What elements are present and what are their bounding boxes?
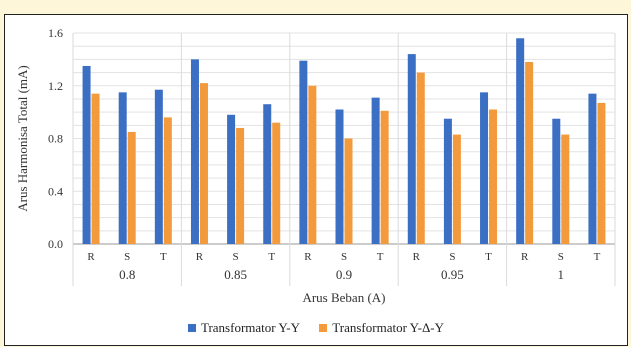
y-tick-label: 1.6 [48,26,63,40]
phase-label: S [558,251,564,263]
chart-frame: 0.0 0.4 0.8 1.2 1.6 Arus Harmonisa Total (mA)… [4,14,628,346]
phase-label: R [413,251,421,263]
bar-series-1 [371,97,380,245]
y-axis-title: Arus Harmonisa Total (mA) [15,65,30,212]
legend-label-series-1: Transformator Y-Y [200,320,301,335]
group-label: 0.8 [119,267,135,282]
bar-series-2 [452,134,461,244]
group-label: 0.95 [441,267,464,282]
bar-series-1 [480,92,489,244]
bar-series-2 [308,85,317,244]
phase-label: T [377,251,384,263]
group-label: 0.9 [336,267,352,282]
legend-item-series-2: Transformator Y-Δ-Y [319,320,444,336]
phase-label: R [196,251,204,263]
bar-series-2 [91,93,100,244]
bar-series-1 [443,118,452,244]
bar-series-1 [190,59,199,244]
x-axis-title: Arus Beban (A) [302,290,385,305]
phase-label: T [485,251,492,263]
phase-label: S [233,251,239,263]
bar-series-1 [407,54,416,244]
bar-series-2 [489,109,498,244]
legend: Transformator Y-Y Transformator Y-Δ-Y [5,320,627,336]
bar-series-2 [344,138,353,244]
group-label: 0.85 [224,267,247,282]
y-tick-label: 1.2 [48,79,63,93]
bar-series-1 [154,89,163,244]
legend-label-series-2: Transformator Y-Δ-Y [332,320,445,335]
phase-label: S [449,251,455,263]
bar-series-2 [272,122,281,244]
y-tick-label: 0.8 [48,132,63,146]
phase-label: T [160,251,167,263]
bar-series-2 [163,117,172,244]
bar-series-1 [335,109,344,244]
legend-swatch-series-1 [187,324,196,332]
phase-label: R [521,251,529,263]
phase-label: R [304,251,312,263]
bar-series-2 [127,131,136,244]
bar-series-2 [236,127,245,244]
bar-series-1 [516,38,525,245]
phase-label: S [341,251,347,263]
bar-series-1 [227,114,236,244]
legend-swatch-series-2 [319,324,328,332]
phase-label: T [594,251,601,263]
bar-series-1 [82,65,91,244]
bar-series-2 [199,83,208,244]
phase-label: T [268,251,275,263]
phase-label: R [87,251,95,263]
bar-series-2 [597,102,606,244]
bar-series-1 [588,93,597,244]
y-tick-label: 0.0 [48,237,63,251]
phase-label: S [124,251,130,263]
legend-item-series-1: Transformator Y-Y [187,320,301,336]
bar-series-2 [525,62,534,245]
bar-chart: 0.0 0.4 0.8 1.2 1.6 Arus Harmonisa Total (mA)… [15,26,616,305]
bar-series-2 [416,72,425,244]
bar-series-1 [552,118,561,244]
y-tick-label: 0.4 [48,184,63,198]
group-label: 1 [558,267,565,282]
bar-series-1 [118,92,127,244]
bar-series-1 [299,60,308,244]
bar-series-1 [263,104,272,245]
bar-series-2 [561,134,570,244]
bar-series-2 [380,110,389,245]
